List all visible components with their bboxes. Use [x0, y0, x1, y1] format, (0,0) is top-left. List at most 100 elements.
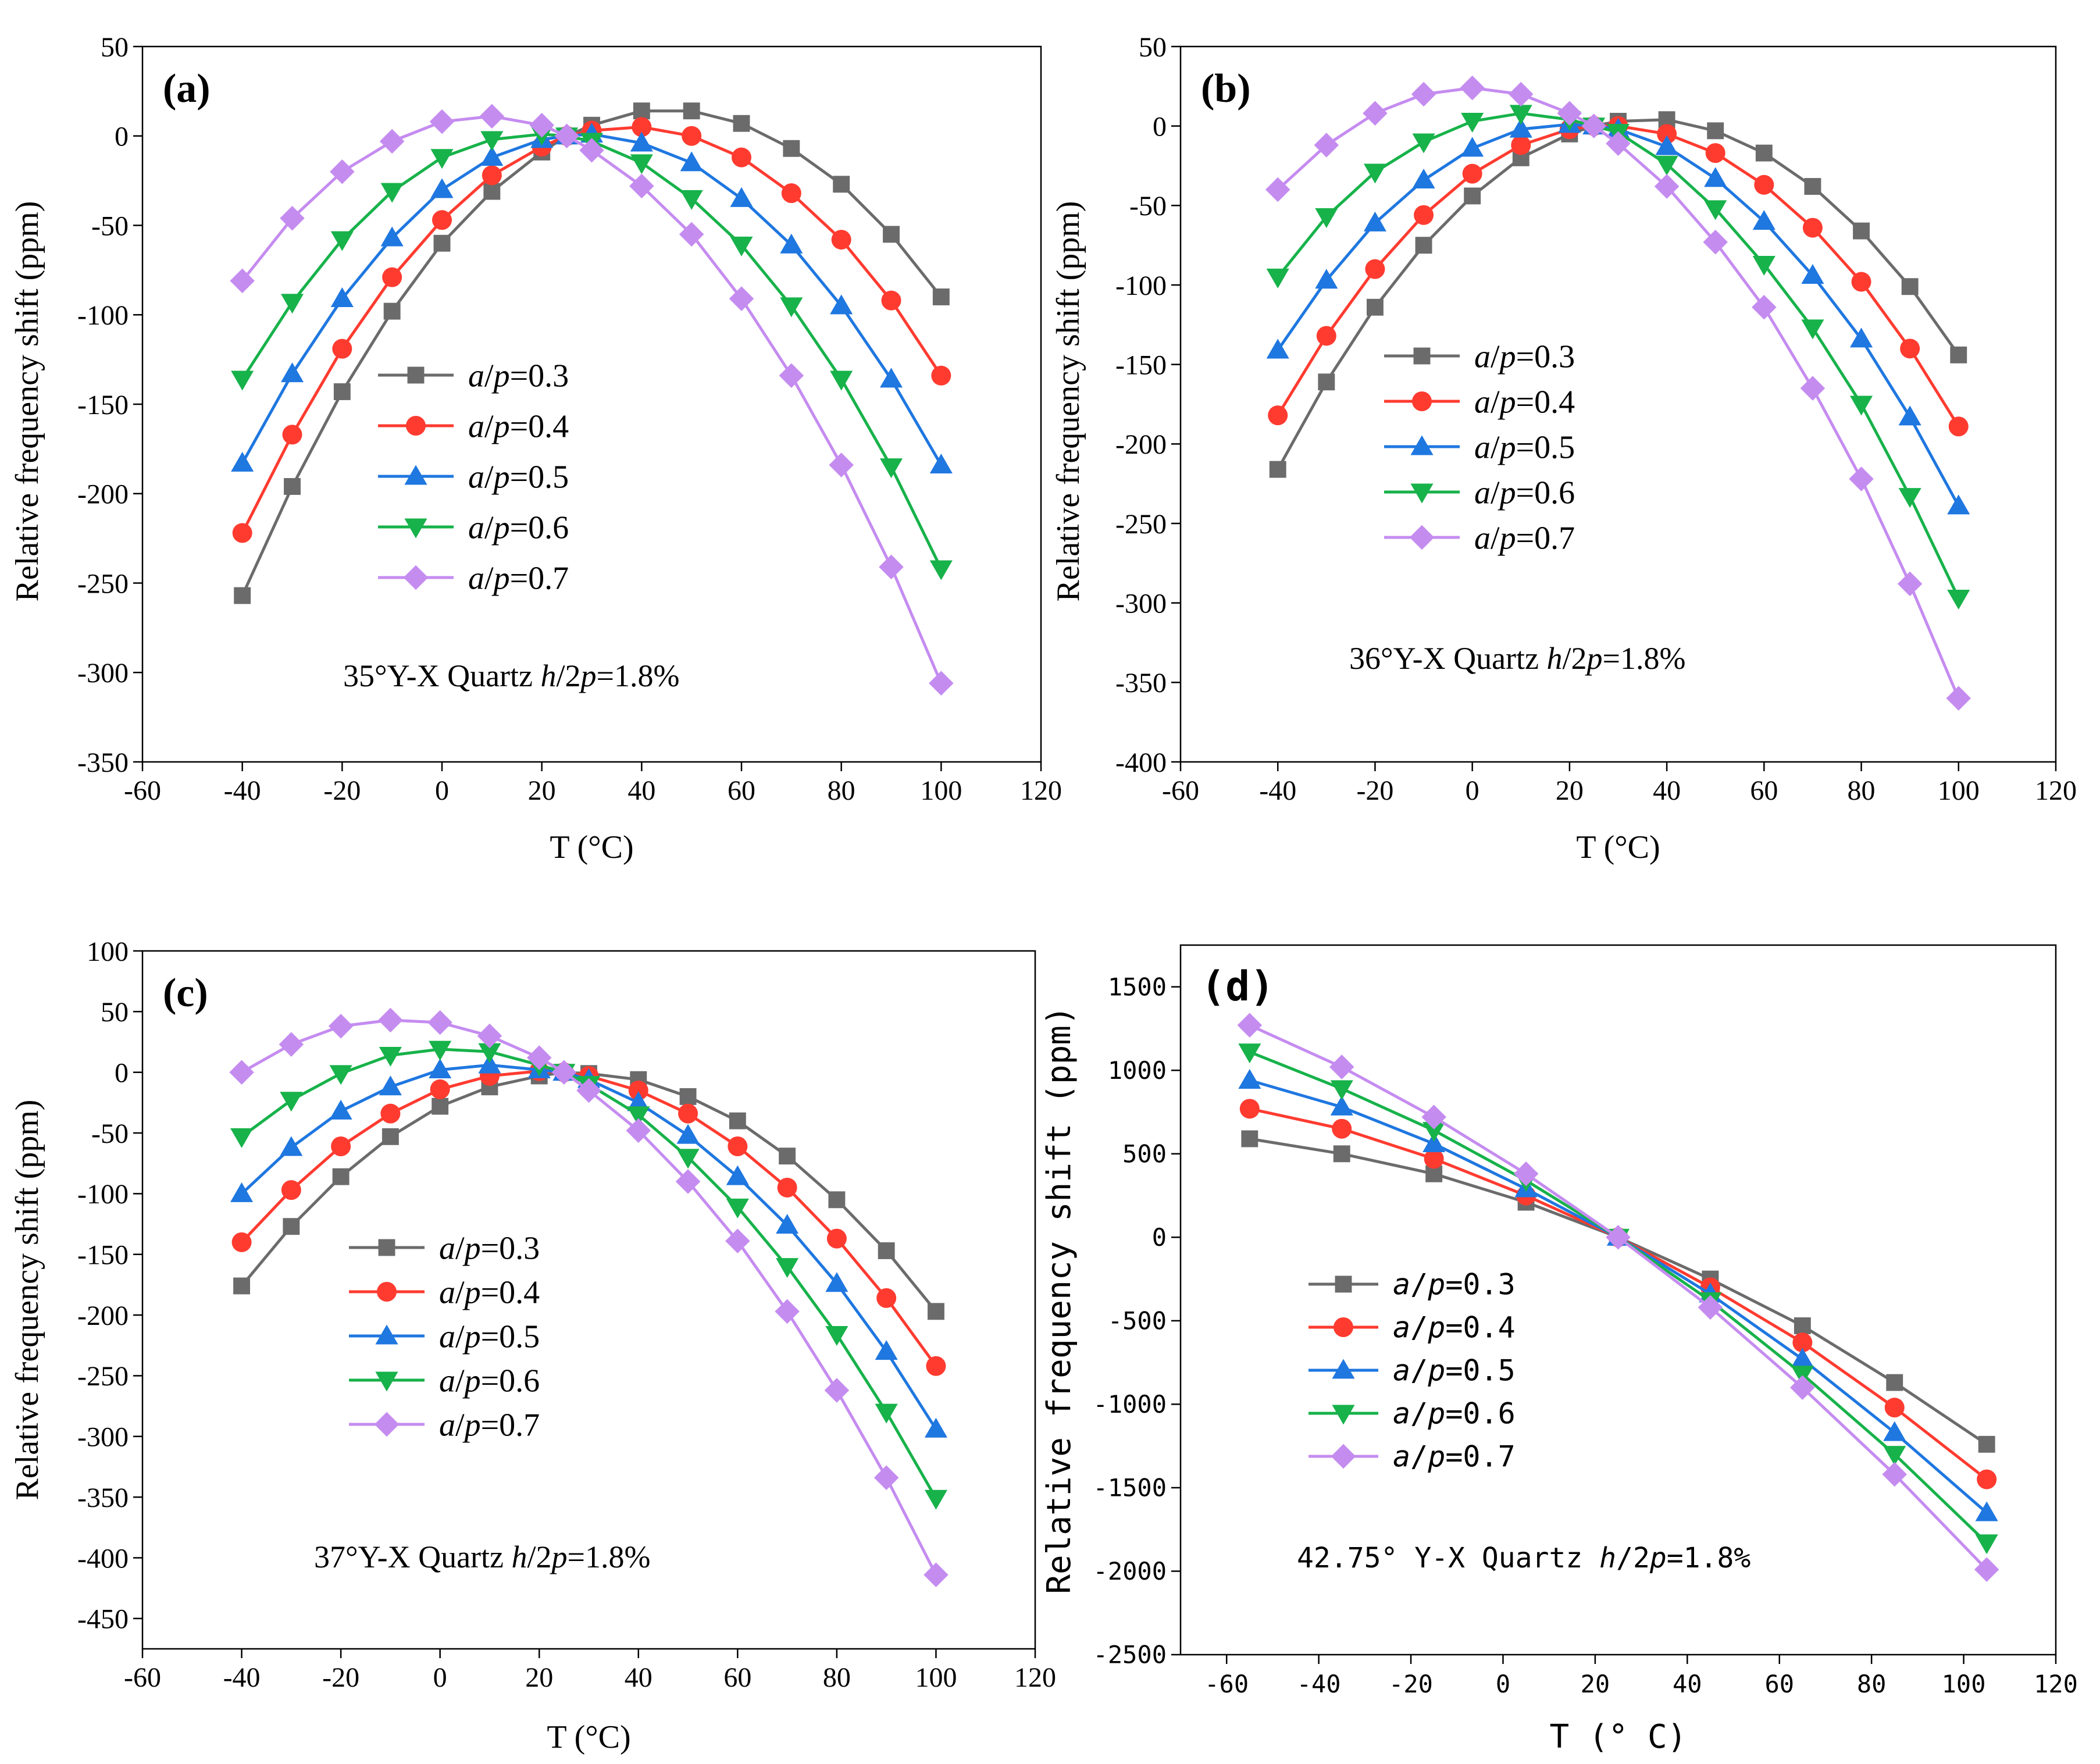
data-point	[1800, 376, 1826, 401]
data-point	[931, 365, 951, 386]
data-point	[633, 102, 650, 120]
data-point	[1804, 178, 1821, 195]
data-point	[879, 458, 903, 479]
series-line	[241, 109, 943, 597]
x-tick-label: 100	[1938, 775, 1980, 806]
legend-entry-label: a/p=0.4	[468, 409, 569, 445]
series-line	[1249, 1024, 1988, 1571]
data-point	[1461, 113, 1484, 133]
data-point	[829, 452, 854, 477]
legend-entry-label: a/p=0.7	[1393, 1440, 1516, 1474]
data-point	[480, 131, 504, 151]
y-tick-label: -200	[77, 1300, 129, 1331]
data-point	[231, 451, 254, 472]
x-tick-label: -60	[124, 775, 161, 806]
data-point	[879, 554, 904, 580]
x-tick-label: -40	[1297, 1670, 1341, 1698]
series-line	[241, 125, 943, 534]
data-point	[382, 1128, 399, 1145]
data-point	[382, 267, 402, 287]
y-tick-label: -350	[77, 747, 129, 778]
data-point	[1414, 205, 1434, 225]
legend-marker	[1332, 1359, 1355, 1379]
data-point	[1415, 237, 1432, 254]
data-point	[929, 560, 953, 580]
data-point	[1330, 1095, 1353, 1116]
data-point	[477, 1023, 502, 1049]
y-tick-label: -300	[1115, 588, 1167, 619]
y-tick-label: -1500	[1093, 1474, 1167, 1502]
data-point	[1411, 81, 1436, 107]
legend-entry-label: a/p=0.5	[1474, 430, 1575, 466]
data-point	[679, 1088, 697, 1105]
legend-marker	[374, 1412, 400, 1437]
legend-entry-label: a/p=0.6	[1393, 1397, 1516, 1431]
y-tick-label: 0	[1153, 111, 1167, 142]
data-point	[728, 1136, 748, 1156]
data-point	[730, 236, 753, 256]
legend-entry-label: a/p=0.7	[1474, 521, 1575, 557]
data-point	[1655, 155, 1678, 176]
x-tick-label: 60	[1764, 1670, 1794, 1698]
data-point	[1849, 466, 1874, 491]
data-point	[629, 173, 654, 199]
data-point	[1974, 1557, 1999, 1582]
data-point	[1705, 143, 1725, 163]
data-point	[281, 1180, 301, 1200]
y-tick-label: 500	[1122, 1140, 1167, 1168]
data-point	[833, 176, 850, 193]
data-point	[1239, 1099, 1260, 1119]
y-tick-label: -350	[1115, 668, 1167, 699]
legend: a/p=0.3 a/p=0.4 a/p=0.5 a/p=0.6 a/p=0.7	[1309, 1268, 1516, 1474]
data-point	[1975, 1534, 1998, 1555]
legend-marker	[1332, 1405, 1355, 1425]
data-point	[626, 1118, 651, 1143]
x-axis-label: T (°C)	[547, 1719, 630, 1755]
legend-entry-label: a/p=0.6	[1474, 475, 1575, 511]
y-tick-label: -200	[1115, 429, 1167, 460]
y-tick-label: -150	[77, 390, 129, 420]
x-tick-label: 120	[2034, 1670, 2078, 1698]
data-point	[380, 183, 404, 203]
data-point	[878, 1242, 895, 1259]
data-point	[1464, 187, 1481, 205]
data-point	[1422, 1122, 1446, 1142]
y-axis-label: Relative frequency shift (ppm)	[1050, 201, 1086, 602]
data-point	[1422, 1132, 1446, 1153]
chart-panel-2: -60 -40 -20 0 20 40 60 80 100 120500-50-100-150-2…	[1050, 32, 2077, 865]
panel-label: (c)	[163, 971, 208, 1015]
series-line	[1249, 1079, 1988, 1514]
data-point	[824, 1378, 850, 1403]
quartz-annotation: 36°Y-X Quartz h/2p=1.8%	[1349, 641, 1685, 676]
data-point	[725, 1228, 750, 1254]
data-point	[430, 1079, 450, 1099]
data-point	[825, 1326, 848, 1346]
plot-frame	[1179, 944, 2057, 1656]
x-tick-label: -60	[1204, 1670, 1249, 1698]
data-point	[1266, 338, 1289, 359]
data-point	[1655, 135, 1678, 155]
y-tick-label: -250	[77, 568, 129, 599]
x-tick-label: 80	[1857, 1670, 1887, 1698]
data-point	[1332, 1118, 1352, 1139]
data-point	[1412, 133, 1435, 154]
data-point	[781, 183, 801, 204]
data-point	[733, 115, 750, 132]
y-tick-label: 1000	[1108, 1056, 1167, 1085]
legend-marker	[375, 1324, 398, 1345]
data-point	[482, 165, 502, 186]
data-point	[379, 1075, 402, 1096]
data-point	[1509, 117, 1532, 138]
series-a-p-0-3	[1241, 1130, 1995, 1453]
legend-entry-label: a/p=0.7	[439, 1407, 540, 1444]
x-tick-label: 60	[723, 1662, 751, 1693]
data-point	[230, 268, 255, 294]
quartz-annotation: 35°Y-X Quartz h/2p=1.8%	[343, 658, 679, 693]
y-tick-label: -450	[77, 1604, 129, 1635]
legend-entry-label: a/p=0.6	[468, 510, 569, 546]
series-line	[240, 1070, 937, 1367]
data-point	[779, 363, 804, 389]
data-point	[1509, 105, 1532, 125]
data-point	[876, 1288, 897, 1308]
data-point	[1315, 208, 1338, 229]
